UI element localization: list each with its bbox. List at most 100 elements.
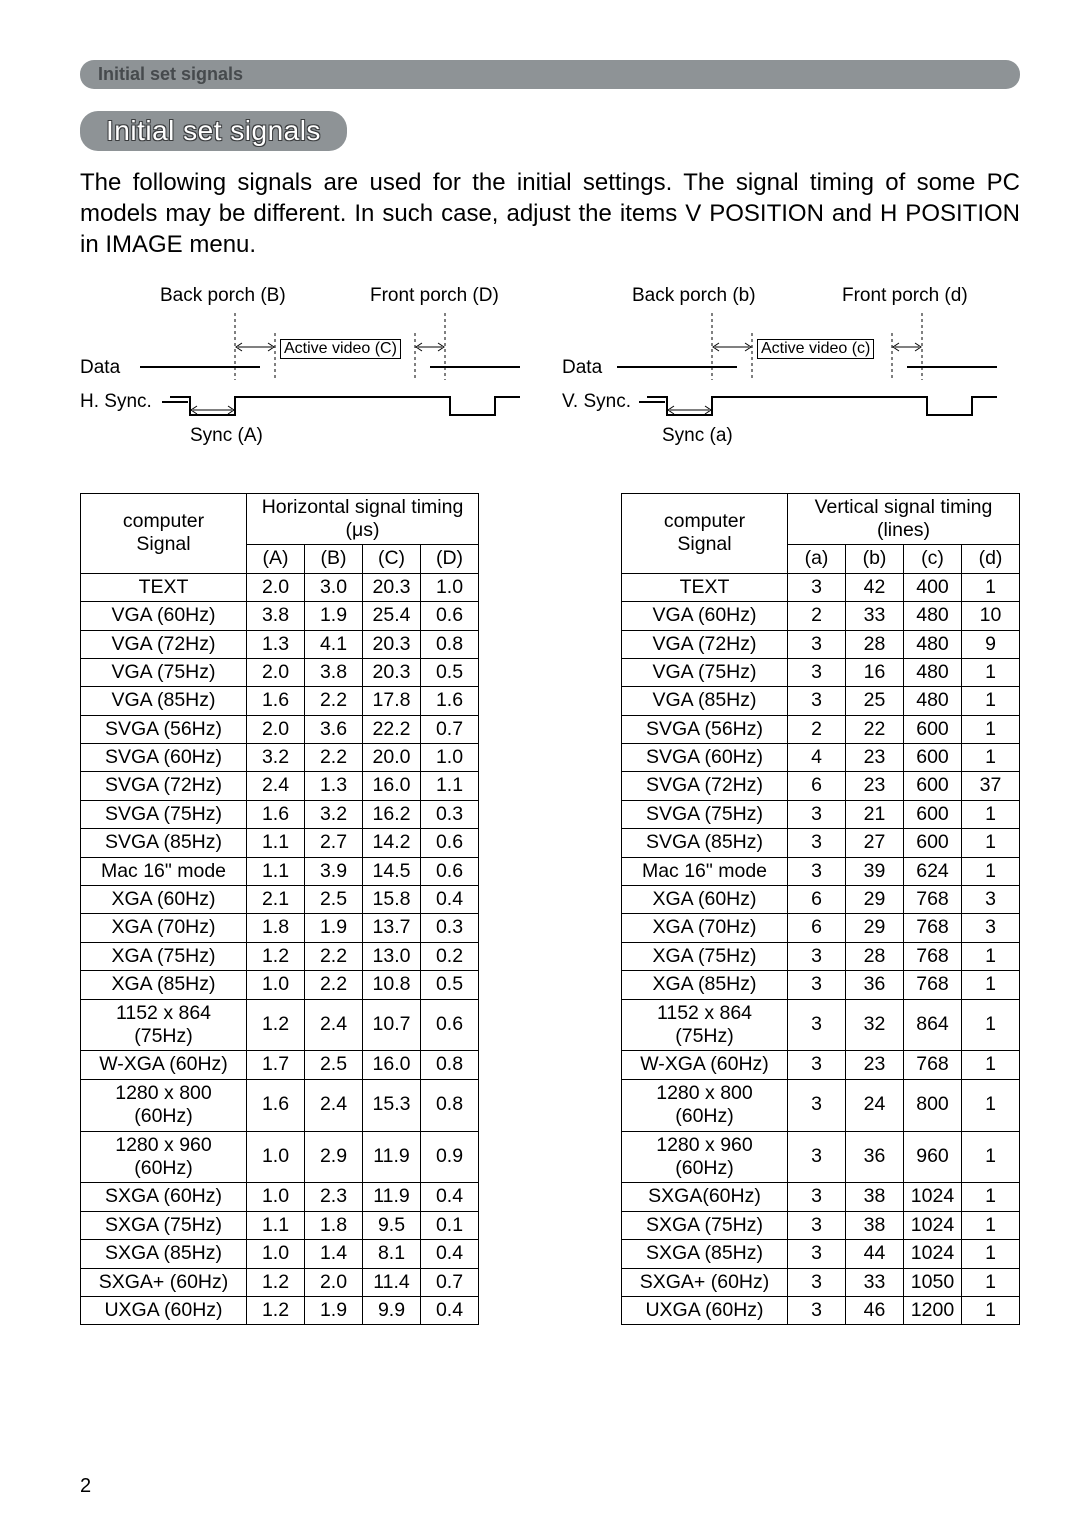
table-row: XGA (75Hz)3287681 (622, 942, 1020, 970)
value-cell: 0.4 (421, 1296, 479, 1324)
value-cell: 16 (846, 658, 904, 686)
signal-cell: SVGA (56Hz) (622, 715, 788, 743)
value-cell: 1.1 (247, 829, 305, 857)
h-col-d: (D) (421, 545, 479, 573)
signal-cell: SVGA (85Hz) (81, 829, 247, 857)
table-row: W-XGA (60Hz)3237681 (622, 1051, 1020, 1079)
value-cell: 3.8 (305, 658, 363, 686)
value-cell: 2.4 (305, 999, 363, 1051)
value-cell: 2.0 (247, 715, 305, 743)
value-cell: 1.8 (305, 1211, 363, 1239)
v-col-c: (c) (904, 545, 962, 573)
value-cell: 1.9 (305, 602, 363, 630)
signal-cell: XGA (60Hz) (622, 886, 788, 914)
value-cell: 1.3 (247, 630, 305, 658)
table-row: SXGA (60Hz)1.02.311.90.4 (81, 1183, 479, 1211)
value-cell: 20.3 (363, 658, 421, 686)
table-row: XGA (85Hz)3367681 (622, 971, 1020, 999)
value-cell: 1 (962, 800, 1020, 828)
table-row: XGA (70Hz)1.81.913.70.3 (81, 914, 479, 942)
value-cell: 1 (962, 687, 1020, 715)
value-cell: 39 (846, 857, 904, 885)
value-cell: 0.5 (421, 658, 479, 686)
value-cell: 1 (962, 971, 1020, 999)
v-signal-header-line1: computer (664, 510, 745, 532)
value-cell: 1024 (904, 1240, 962, 1268)
signal-cell: VGA (60Hz) (81, 602, 247, 630)
signal-cell: SVGA (56Hz) (81, 715, 247, 743)
value-cell: 25.4 (363, 602, 421, 630)
value-cell: 3 (788, 999, 846, 1051)
value-cell: 3 (788, 1051, 846, 1079)
value-cell: 2.5 (305, 886, 363, 914)
signal-cell: UXGA (60Hz) (622, 1296, 788, 1324)
value-cell: 0.6 (421, 829, 479, 857)
h-diagram-svg (80, 285, 540, 465)
value-cell: 1050 (904, 1268, 962, 1296)
value-cell: 0.4 (421, 886, 479, 914)
header-bar: Initial set signals (80, 60, 1020, 89)
value-cell: 1.6 (247, 1079, 305, 1131)
value-cell: 1 (962, 658, 1020, 686)
table-row: VGA (72Hz)3284809 (622, 630, 1020, 658)
table-row: Mac 16" mode3396241 (622, 857, 1020, 885)
signal-cell: VGA (72Hz) (622, 630, 788, 658)
signal-cell: VGA (75Hz) (81, 658, 247, 686)
value-cell: 0.8 (421, 630, 479, 658)
signal-cell: XGA (75Hz) (622, 942, 788, 970)
timing-diagrams: Back porch (B) Front porch (D) Data H. S… (80, 285, 1020, 465)
value-cell: 9.9 (363, 1296, 421, 1324)
table-row: SVGA (60Hz)3.22.220.01.0 (81, 744, 479, 772)
value-cell: 2 (788, 602, 846, 630)
value-cell: 1.0 (421, 744, 479, 772)
value-cell: 1 (962, 999, 1020, 1051)
value-cell: 600 (904, 800, 962, 828)
value-cell: 4 (788, 744, 846, 772)
signal-cell: XGA (60Hz) (81, 886, 247, 914)
table-row: VGA (72Hz)1.34.120.30.8 (81, 630, 479, 658)
value-cell: 800 (904, 1079, 962, 1131)
value-cell: 8.1 (363, 1240, 421, 1268)
value-cell: 10 (962, 602, 1020, 630)
signal-cell: SXGA (75Hz) (622, 1211, 788, 1239)
value-cell: 6 (788, 772, 846, 800)
h-timing-header: Horizontal signal timing (μs) (247, 493, 479, 545)
value-cell: 20.3 (363, 573, 421, 601)
value-cell: 1 (962, 715, 1020, 743)
signal-cell: VGA (60Hz) (622, 602, 788, 630)
table-row: XGA (70Hz)6297683 (622, 914, 1020, 942)
value-cell: 11.9 (363, 1131, 421, 1183)
value-cell: 624 (904, 857, 962, 885)
value-cell: 20.3 (363, 630, 421, 658)
value-cell: 16.0 (363, 772, 421, 800)
table-row: XGA (60Hz)2.12.515.80.4 (81, 886, 479, 914)
signal-cell: 1280 x 960 (60Hz) (81, 1131, 247, 1183)
h-col-c: (C) (363, 545, 421, 573)
timing-tables: computer Signal Horizontal signal timing… (80, 493, 1020, 1326)
signal-cell: 1280 x 960 (60Hz) (622, 1131, 788, 1183)
table-header-row: computer Signal Vertical signal timing (… (622, 493, 1020, 545)
table-header-row: computer Signal Horizontal signal timing… (81, 493, 479, 545)
table-row: SVGA (75Hz)3216001 (622, 800, 1020, 828)
value-cell: 1 (962, 573, 1020, 601)
signal-cell: SVGA (60Hz) (81, 744, 247, 772)
signal-cell: 1152 x 864 (75Hz) (81, 999, 247, 1051)
signal-cell: SXGA+ (60Hz) (622, 1268, 788, 1296)
signal-cell: VGA (72Hz) (81, 630, 247, 658)
value-cell: 2.1 (247, 886, 305, 914)
value-cell: 2 (788, 715, 846, 743)
signal-cell: SXGA (75Hz) (81, 1211, 247, 1239)
table-row: UXGA (60Hz)1.21.99.90.4 (81, 1296, 479, 1324)
value-cell: 23 (846, 772, 904, 800)
signal-cell: SXGA+ (60Hz) (81, 1268, 247, 1296)
value-cell: 0.5 (421, 971, 479, 999)
diagram-horizontal: Back porch (B) Front porch (D) Data H. S… (80, 285, 538, 465)
value-cell: 22 (846, 715, 904, 743)
table-row: SXGA (85Hz)1.01.48.10.4 (81, 1240, 479, 1268)
table-row: 1152 x 864 (75Hz)3328641 (622, 999, 1020, 1051)
table-row: XGA (85Hz)1.02.210.80.5 (81, 971, 479, 999)
value-cell: 0.6 (421, 999, 479, 1051)
value-cell: 2.3 (305, 1183, 363, 1211)
value-cell: 1.6 (247, 687, 305, 715)
value-cell: 9.5 (363, 1211, 421, 1239)
